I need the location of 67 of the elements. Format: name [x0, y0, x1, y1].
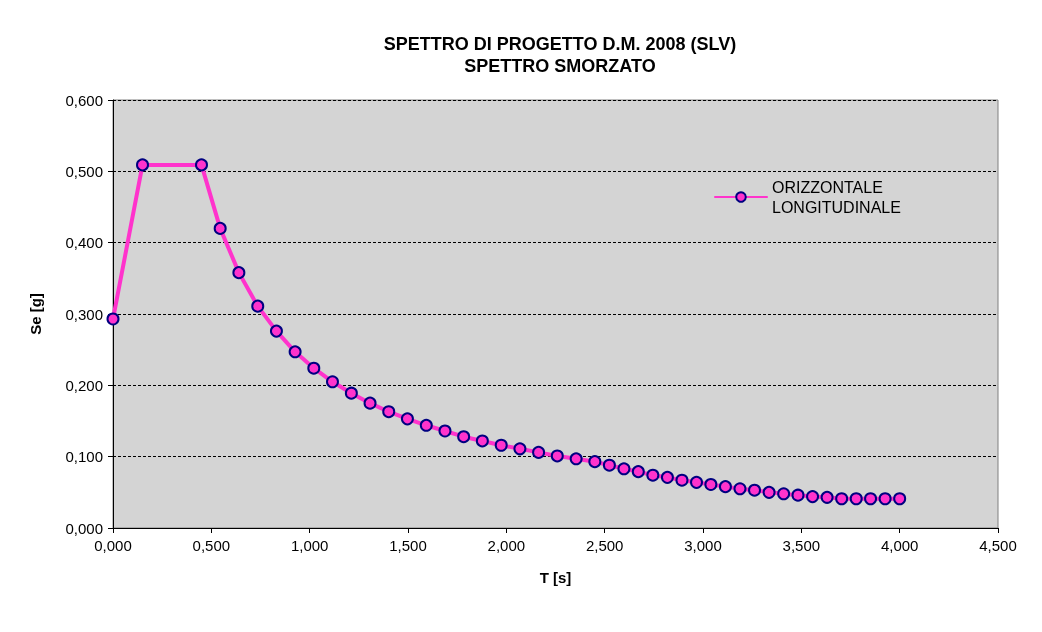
point — [438, 424, 452, 438]
point — [617, 462, 631, 476]
y-tick-label: 0,200 — [65, 376, 103, 394]
y-tick-label: 0,500 — [65, 162, 103, 180]
point — [733, 482, 747, 496]
x-tick-label: 0,500 — [192, 537, 231, 554]
point — [675, 473, 689, 487]
y-tick-label: 0,000 — [65, 519, 103, 537]
y-axis-title: Se [g] — [27, 293, 44, 335]
point — [457, 430, 471, 444]
point — [849, 492, 863, 506]
y-tick-label: 0,300 — [65, 305, 103, 323]
y-tick-label: 0,600 — [65, 91, 103, 109]
point — [106, 312, 120, 326]
point — [631, 465, 645, 479]
point — [878, 492, 892, 506]
point — [400, 412, 414, 426]
point — [762, 485, 776, 499]
x-axis-title: T [s] — [539, 569, 572, 586]
point — [344, 386, 358, 400]
point — [602, 458, 616, 472]
point — [893, 492, 907, 506]
point — [288, 345, 302, 359]
x-tick-label: 4,500 — [979, 537, 1017, 554]
point — [660, 470, 674, 484]
point — [646, 468, 660, 482]
point — [475, 434, 489, 448]
point — [835, 492, 849, 506]
point — [806, 490, 820, 504]
x-tick-label: 0,000 — [94, 537, 132, 554]
point — [251, 299, 265, 313]
point — [419, 418, 433, 432]
y-tick-label: 0,100 — [65, 448, 103, 466]
point — [820, 490, 834, 504]
x-tick-label: 3,000 — [684, 537, 722, 554]
point — [307, 361, 321, 375]
point — [532, 445, 546, 459]
x-tick-label: 2,500 — [585, 537, 624, 554]
point — [513, 442, 527, 456]
point — [864, 492, 878, 506]
point — [195, 158, 208, 172]
point — [748, 483, 762, 497]
point — [325, 375, 339, 389]
x-tick-label: 2,000 — [487, 537, 526, 554]
point — [588, 455, 602, 469]
point — [569, 452, 583, 466]
x-tick-label: 1,000 — [290, 537, 329, 554]
legend-label: ORIZZONTALE LONGITUDINALE — [772, 178, 901, 216]
point — [791, 488, 805, 502]
point — [136, 158, 149, 172]
x-tick-label: 3,500 — [782, 537, 821, 554]
point — [704, 477, 718, 491]
point — [382, 405, 396, 419]
x-tick-label: 4,000 — [880, 537, 919, 554]
point — [690, 475, 704, 489]
point — [494, 438, 508, 452]
chart-title: SPETTRO DI PROGETTO D.M. 2008 (SLV) — [383, 34, 737, 54]
point — [232, 266, 246, 280]
point — [550, 449, 564, 463]
point — [213, 221, 227, 235]
point — [777, 487, 791, 501]
point — [363, 396, 377, 410]
point — [269, 324, 283, 338]
chart-subtitle: SPETTRO SMORZATO — [464, 56, 656, 76]
point — [718, 480, 732, 494]
y-tick-label: 0,400 — [65, 234, 103, 252]
x-tick-label: 1,500 — [389, 537, 427, 554]
